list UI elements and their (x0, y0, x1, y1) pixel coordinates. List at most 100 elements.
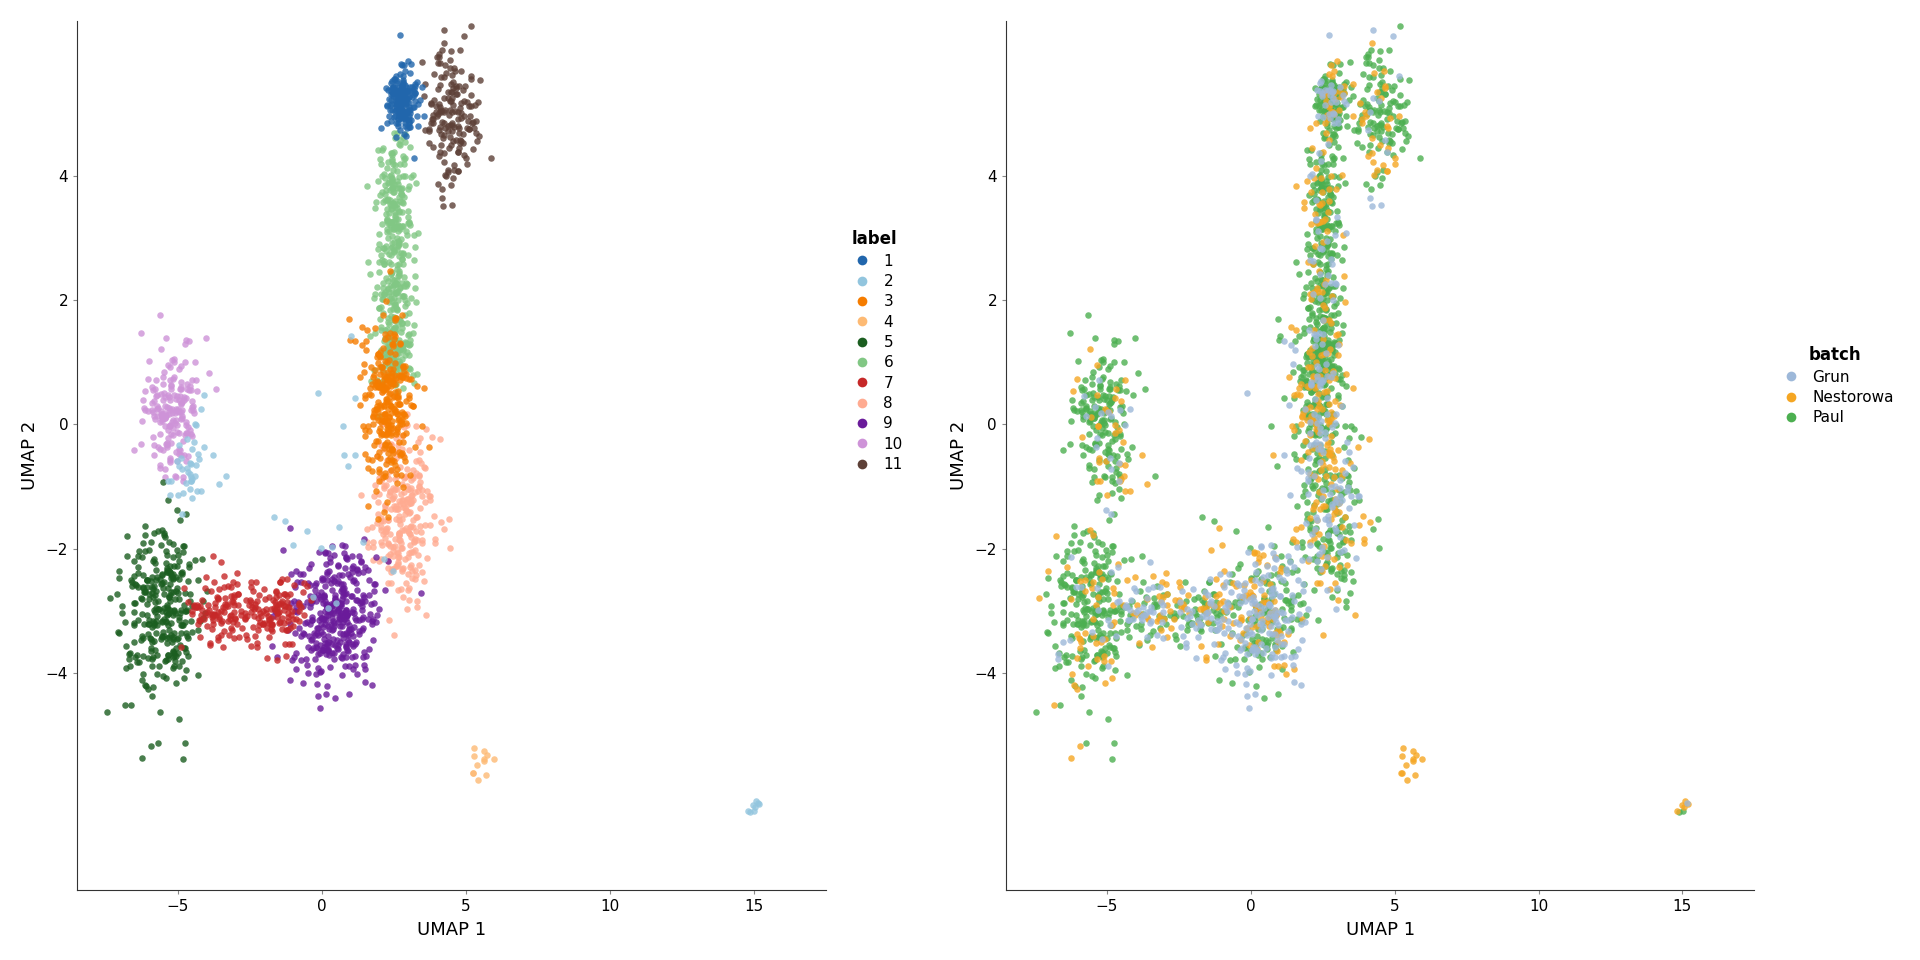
Point (1311, 437, 1342, 452)
Point (1304, 76, 1334, 91)
Point (426, 105, 457, 120)
Point (1185, 616, 1215, 632)
Point (384, 396, 415, 411)
Point (1308, 213, 1338, 228)
Point (372, 215, 403, 230)
Point (1317, 195, 1348, 210)
Point (1302, 418, 1332, 433)
Point (1317, 427, 1348, 443)
Point (1306, 543, 1336, 559)
Point (1083, 393, 1114, 408)
Point (1308, 401, 1338, 417)
Point (1319, 494, 1350, 510)
Point (1377, 83, 1407, 98)
Point (1298, 326, 1329, 342)
Point (1306, 445, 1336, 461)
Point (394, 496, 424, 512)
Point (301, 640, 332, 656)
Point (1162, 598, 1192, 613)
Point (152, 564, 182, 580)
Point (157, 632, 188, 647)
Point (175, 402, 205, 418)
Point (1319, 506, 1350, 521)
Point (342, 563, 372, 578)
Point (371, 494, 401, 510)
Point (177, 382, 207, 397)
Point (204, 591, 234, 607)
Point (1342, 440, 1373, 455)
Point (167, 617, 198, 633)
Point (1190, 599, 1221, 614)
Point (125, 325, 156, 341)
Point (442, 81, 472, 96)
Point (382, 276, 413, 292)
Point (1250, 595, 1281, 611)
Point (167, 402, 198, 418)
Point (313, 618, 344, 634)
Point (1315, 78, 1346, 93)
Point (1242, 644, 1273, 660)
Point (1331, 378, 1361, 394)
Point (165, 396, 196, 411)
Point (177, 441, 207, 456)
Point (1319, 94, 1350, 109)
Point (372, 331, 403, 347)
Point (1290, 484, 1321, 499)
Point (1279, 388, 1309, 403)
Point (154, 400, 184, 416)
Point (380, 501, 411, 516)
Point (386, 428, 417, 444)
Point (157, 649, 188, 664)
Point (461, 125, 492, 140)
Point (1367, 97, 1398, 112)
Point (1066, 649, 1096, 664)
Point (1304, 397, 1334, 413)
Point (1300, 338, 1331, 353)
Point (1317, 72, 1348, 87)
Point (1327, 468, 1357, 484)
Point (1319, 80, 1350, 95)
Point (372, 369, 403, 384)
Point (328, 626, 359, 641)
Point (376, 271, 407, 286)
Point (455, 71, 486, 86)
Point (372, 155, 403, 170)
Point (156, 473, 186, 489)
Point (1298, 504, 1329, 519)
Point (382, 444, 413, 459)
Point (328, 447, 359, 463)
Point (371, 477, 401, 492)
Point (1300, 435, 1331, 450)
Point (296, 633, 326, 648)
Point (1298, 240, 1329, 255)
Point (390, 95, 420, 110)
Point (1380, 121, 1411, 136)
Point (1281, 254, 1311, 270)
Point (334, 569, 365, 585)
Point (1323, 372, 1354, 387)
Point (1185, 611, 1215, 626)
Point (152, 652, 182, 667)
Point (1325, 558, 1356, 573)
Point (1269, 447, 1300, 463)
Point (161, 559, 192, 574)
Point (390, 77, 420, 92)
Point (378, 489, 409, 504)
Point (394, 88, 424, 104)
Point (407, 54, 438, 69)
Point (1284, 387, 1315, 402)
Point (136, 403, 167, 419)
Point (194, 366, 225, 381)
Point (163, 591, 194, 607)
Point (1083, 359, 1114, 374)
Point (253, 609, 284, 624)
Point (1317, 470, 1348, 486)
Point (154, 622, 184, 637)
Point (142, 569, 173, 585)
Point (1284, 596, 1315, 612)
Point (1317, 247, 1348, 262)
Point (1331, 600, 1361, 615)
Point (1071, 602, 1102, 617)
Point (148, 668, 179, 684)
Point (209, 600, 240, 615)
